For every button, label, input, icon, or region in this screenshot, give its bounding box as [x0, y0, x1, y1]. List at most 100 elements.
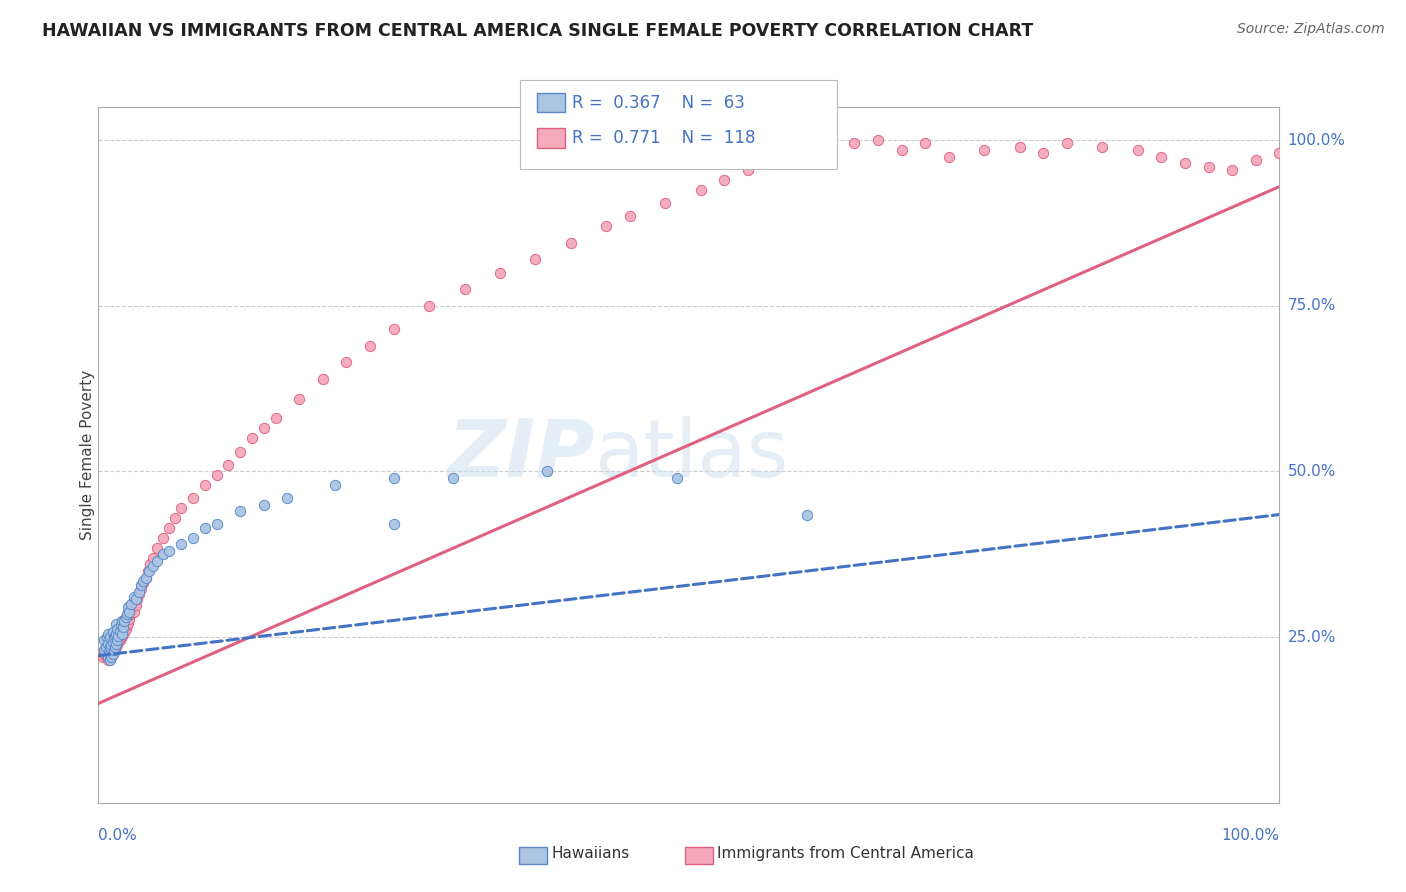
Point: [112, 627, 135, 641]
Point: [98, 638, 121, 652]
Point: [101, 633, 124, 648]
Point: [170, 500, 193, 515]
Point: [524, 252, 547, 267]
Point: [112, 614, 135, 628]
Point: [111, 614, 134, 628]
Point: [973, 143, 995, 157]
Point: [619, 210, 641, 224]
Point: [110, 632, 132, 646]
Point: [103, 638, 125, 652]
Point: [1032, 146, 1054, 161]
Point: [97, 647, 120, 661]
Point: [1008, 140, 1031, 154]
Point: [114, 610, 136, 624]
Point: [97, 642, 120, 657]
Point: [105, 637, 128, 651]
Text: HAWAIIAN VS IMMIGRANTS FROM CENTRAL AMERICA SINGLE FEMALE POVERTY CORRELATION CH: HAWAIIAN VS IMMIGRANTS FROM CENTRAL AMER…: [42, 22, 1033, 40]
Point: [108, 624, 131, 639]
Point: [138, 564, 160, 578]
Point: [101, 624, 124, 639]
Point: [654, 196, 676, 211]
Point: [97, 650, 120, 665]
Point: [98, 638, 121, 652]
Point: [105, 622, 128, 636]
Point: [105, 616, 128, 631]
Point: [93, 643, 115, 657]
Point: [101, 635, 124, 649]
Point: [115, 607, 138, 621]
Point: [229, 444, 252, 458]
Point: [104, 640, 127, 654]
Point: [820, 140, 842, 154]
Point: [103, 645, 125, 659]
Point: [114, 611, 136, 625]
Point: [914, 136, 936, 151]
Point: [100, 635, 122, 649]
Point: [111, 614, 134, 628]
Point: [122, 596, 145, 610]
Point: [359, 338, 381, 352]
Text: R =  0.367    N =  63: R = 0.367 N = 63: [572, 94, 745, 112]
Point: [595, 219, 617, 234]
Point: [1091, 140, 1114, 154]
Point: [135, 570, 157, 584]
Point: [737, 163, 759, 178]
Point: [312, 372, 335, 386]
Point: [104, 642, 127, 657]
Point: [118, 605, 141, 619]
Point: [105, 624, 128, 638]
Point: [112, 618, 135, 632]
Point: [288, 392, 311, 406]
Point: [101, 640, 124, 654]
Point: [98, 640, 121, 654]
Point: [122, 591, 145, 605]
Point: [382, 322, 405, 336]
Point: [382, 471, 405, 485]
Point: [844, 136, 866, 151]
Point: [890, 143, 912, 157]
Point: [441, 471, 464, 485]
Point: [100, 648, 122, 663]
Point: [103, 632, 125, 646]
Point: [205, 517, 228, 532]
Point: [560, 235, 582, 250]
Point: [94, 640, 117, 654]
Text: R =  0.771    N =  118: R = 0.771 N = 118: [572, 129, 756, 147]
Point: [1244, 153, 1267, 167]
Point: [1174, 156, 1197, 170]
Point: [120, 607, 142, 621]
Point: [114, 622, 136, 636]
Point: [135, 570, 157, 584]
Point: [93, 643, 115, 657]
Point: [98, 645, 121, 659]
Point: [1150, 150, 1173, 164]
Text: 0.0%: 0.0%: [98, 828, 138, 843]
Point: [1126, 143, 1149, 157]
Point: [796, 508, 818, 522]
Point: [938, 150, 960, 164]
Point: [112, 624, 135, 639]
Point: [335, 355, 357, 369]
Point: [98, 647, 121, 661]
Point: [105, 638, 128, 652]
Point: [536, 465, 558, 479]
Point: [1056, 136, 1078, 151]
Point: [107, 629, 129, 643]
Point: [105, 633, 128, 648]
Point: [142, 558, 165, 573]
Point: [240, 431, 263, 445]
Point: [108, 624, 131, 638]
Point: [129, 578, 152, 592]
Point: [98, 650, 121, 665]
Point: [96, 645, 118, 659]
Point: [105, 624, 128, 639]
Text: Hawaiians: Hawaiians: [551, 847, 630, 861]
Point: [117, 605, 139, 619]
Text: ZIP: ZIP: [447, 416, 595, 494]
Text: Immigrants from Central America: Immigrants from Central America: [717, 847, 974, 861]
Point: [152, 531, 174, 545]
Point: [96, 638, 118, 652]
Point: [418, 299, 440, 313]
Point: [194, 477, 217, 491]
Point: [170, 537, 193, 551]
